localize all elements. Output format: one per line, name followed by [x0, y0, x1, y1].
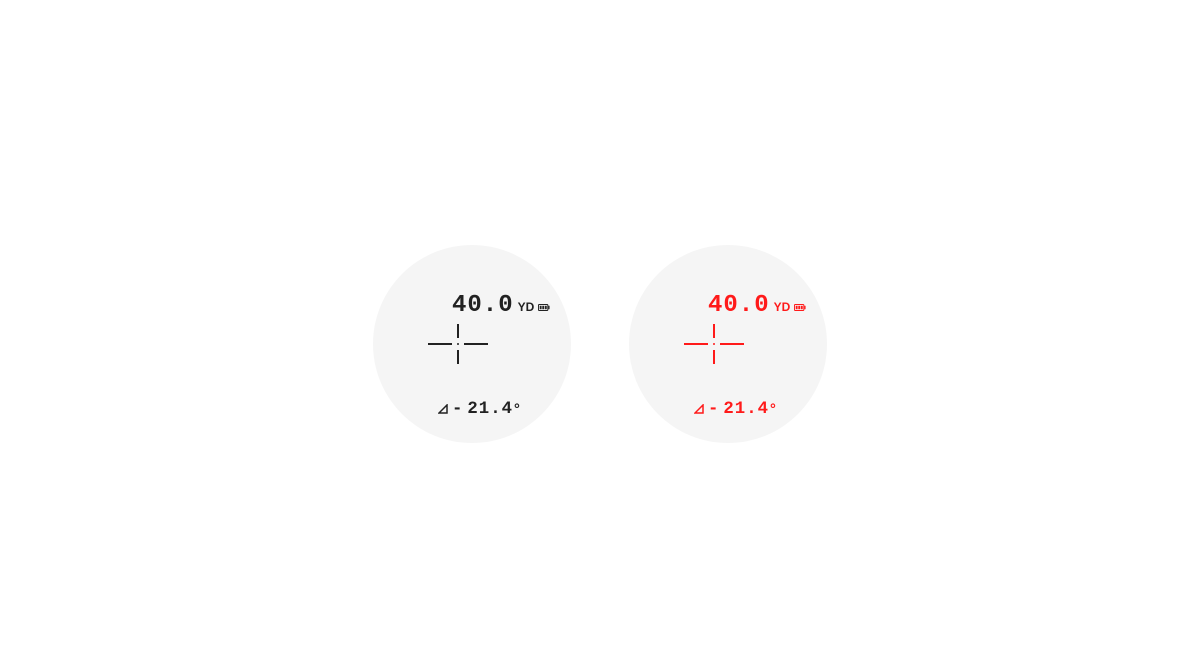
distance-unit: YD — [774, 300, 791, 314]
battery-icon — [794, 304, 806, 311]
angle-sign: - — [452, 400, 463, 419]
angle-degree: ° — [770, 402, 776, 418]
angle-readout: - 21.4 ° — [694, 400, 776, 419]
angle-icon — [438, 401, 448, 419]
angle-value: 21.4 — [467, 400, 513, 419]
angle-degree: ° — [514, 402, 520, 418]
reticle-left: 40.0 YD - 21.4 ° — [373, 245, 571, 443]
battery-icon — [538, 304, 550, 311]
reticle-right: 40.0 YD - 21.4 ° — [629, 245, 827, 443]
crosshair — [428, 314, 488, 374]
angle-value: 21.4 — [723, 400, 769, 419]
angle-icon — [694, 401, 704, 419]
canvas: 40.0 YD - 21.4 ° 40.0 YD - 21.4 ° — [0, 0, 1200, 669]
angle-sign: - — [708, 400, 719, 419]
distance-unit: YD — [518, 300, 535, 314]
angle-readout: - 21.4 ° — [438, 400, 520, 419]
crosshair — [684, 314, 744, 374]
